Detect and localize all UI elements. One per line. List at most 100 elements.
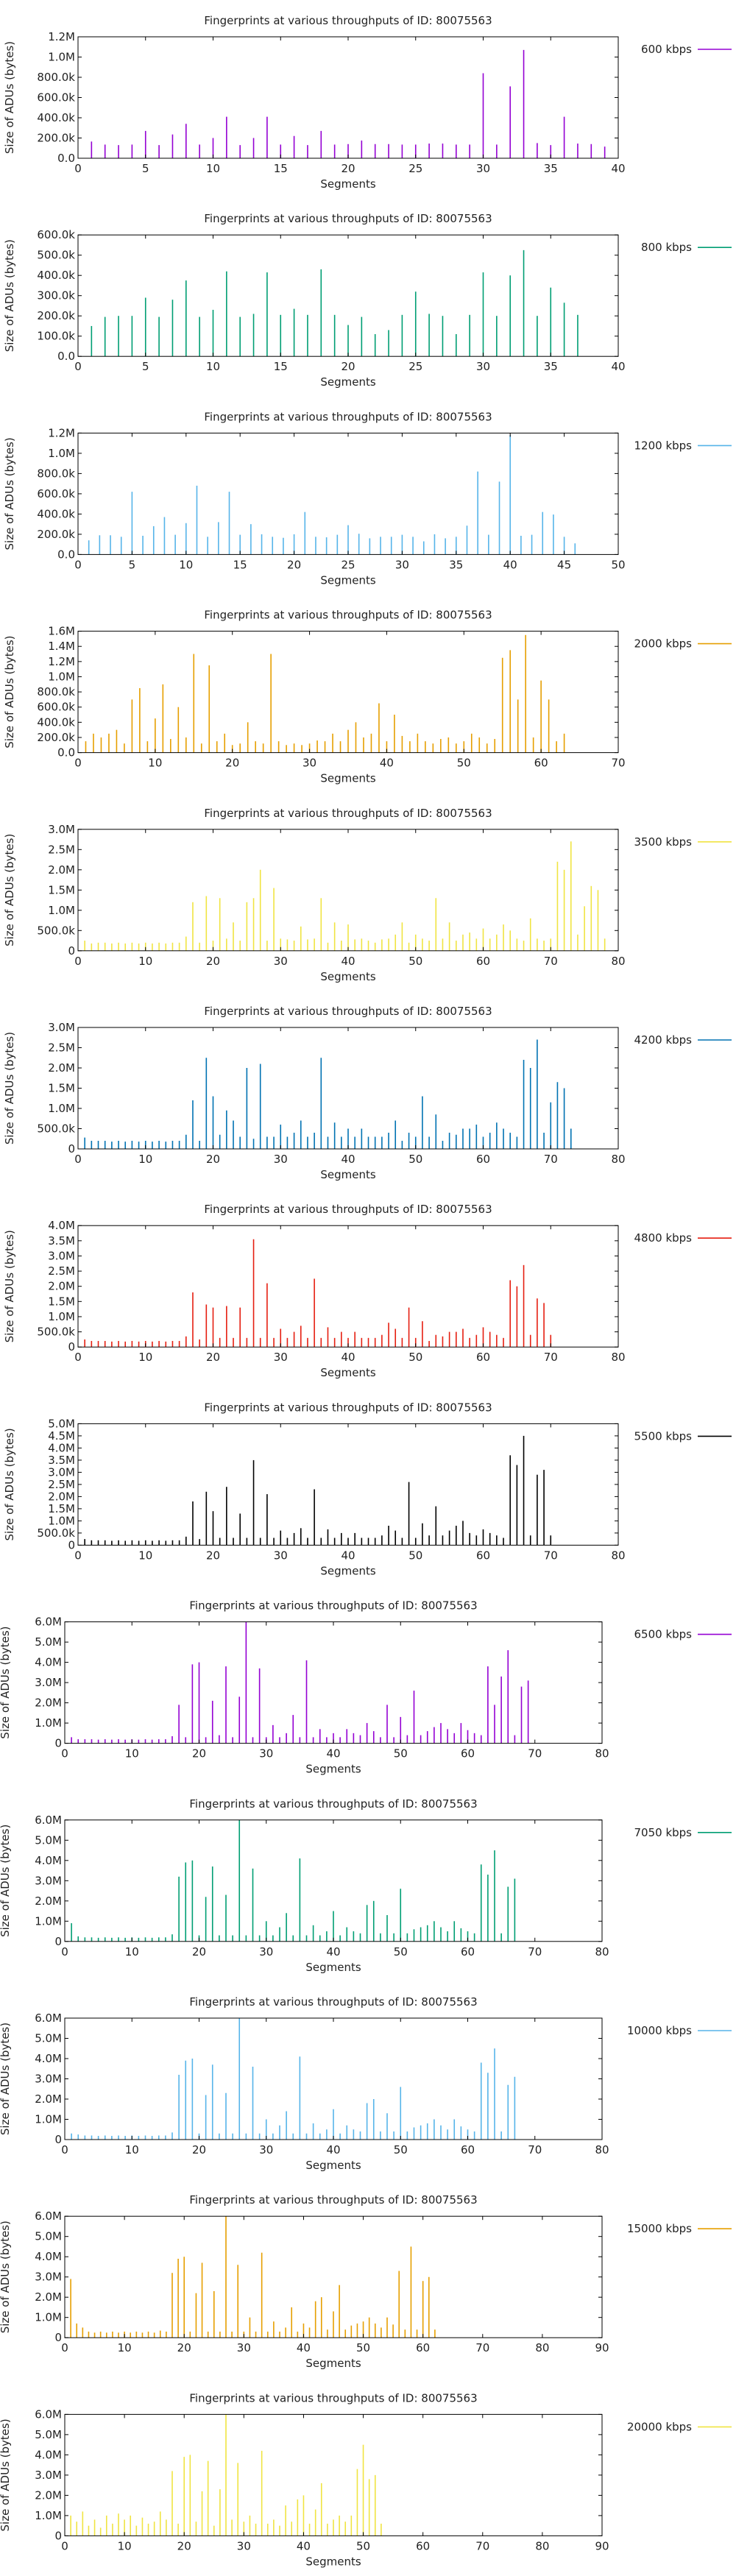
x-tick-label: 40 <box>503 558 517 571</box>
chart-title: Fingerprints at various throughputs of I… <box>204 410 492 423</box>
x-tick-label: 0 <box>74 757 82 770</box>
x-tick-label: 30 <box>274 955 288 968</box>
legend-label: 7050 kbps <box>634 1826 693 1839</box>
y-tick-label: 4.0M <box>35 2448 62 2461</box>
y-tick-label: 2.0M <box>35 2290 62 2304</box>
legend-label: 4200 kbps <box>634 1033 693 1047</box>
x-tick-label: 20 <box>341 360 355 373</box>
y-tick-label: 0 <box>54 1737 62 1750</box>
x-axis-label: Segments <box>305 1961 361 1974</box>
y-tick-label: 4.0M <box>35 1656 62 1669</box>
x-tick-label: 60 <box>476 1549 490 1562</box>
x-tick-label: 60 <box>416 2539 430 2552</box>
y-axis-label: Size of ADUs (bytes) <box>0 2221 12 2333</box>
x-tick-label: 50 <box>356 2341 370 2354</box>
y-tick-label: 300.0k <box>37 289 75 302</box>
x-tick-label: 60 <box>476 955 490 968</box>
y-tick-label: 1.0M <box>35 1914 62 1928</box>
x-tick-label: 35 <box>449 558 463 571</box>
x-tick-label: 10 <box>138 1549 152 1562</box>
x-tick-label: 10 <box>148 757 162 770</box>
y-tick-label: 800.0k <box>37 71 75 84</box>
x-tick-label: 40 <box>326 1945 340 1958</box>
x-tick-label: 50 <box>394 1747 408 1761</box>
chart-panel: Fingerprints at various throughputs of I… <box>0 1995 732 2172</box>
y-tick-label: 0 <box>54 2133 62 2146</box>
x-tick-label: 60 <box>461 2143 475 2156</box>
y-axis-label: Size of ADUs (bytes) <box>3 41 16 154</box>
y-tick-label: 5.0M <box>35 2428 62 2441</box>
x-tick-label: 80 <box>611 955 625 968</box>
x-tick-label: 30 <box>237 2539 251 2552</box>
y-tick-label: 6.0M <box>35 1616 62 1629</box>
y-tick-label: 5.0M <box>35 1635 62 1649</box>
y-axis-label: Size of ADUs (bytes) <box>0 2418 12 2531</box>
y-tick-label: 2.0M <box>48 1490 75 1503</box>
y-tick-label: 2.5M <box>48 1041 75 1055</box>
x-tick-label: 80 <box>611 1351 625 1364</box>
y-tick-label: 0.0 <box>57 152 75 165</box>
x-tick-label: 10 <box>138 955 152 968</box>
x-tick-label: 10 <box>179 558 193 571</box>
x-tick-label: 20 <box>177 2341 191 2354</box>
y-tick-label: 1.2M <box>48 426 75 439</box>
y-tick-label: 2.0M <box>35 1894 62 1908</box>
x-tick-label: 60 <box>416 2341 430 2354</box>
legend-label: 600 kbps <box>641 43 692 56</box>
y-tick-label: 2.5M <box>48 843 75 856</box>
y-tick-label: 1.0M <box>48 904 75 917</box>
y-tick-label: 4.0M <box>35 2250 62 2263</box>
y-tick-label: 5.0M <box>35 2230 62 2243</box>
y-axis-label: Size of ADUs (bytes) <box>3 834 16 946</box>
y-tick-label: 4.5M <box>48 1429 75 1443</box>
legend-label: 20000 kbps <box>627 2420 692 2433</box>
x-tick-label: 10 <box>206 162 220 175</box>
x-tick-label: 15 <box>274 360 288 373</box>
x-tick-label: 80 <box>535 2341 549 2354</box>
x-axis-label: Segments <box>320 177 376 191</box>
x-tick-label: 5 <box>142 162 149 175</box>
x-tick-label: 50 <box>394 2143 408 2156</box>
x-tick-label: 60 <box>461 1747 475 1761</box>
x-tick-label: 20 <box>192 1945 206 1958</box>
x-tick-label: 50 <box>611 558 625 571</box>
chart-title: Fingerprints at various throughputs of I… <box>204 14 492 27</box>
chart-title: Fingerprints at various throughputs of I… <box>189 1797 477 1811</box>
x-tick-label: 20 <box>206 1549 220 1562</box>
y-tick-label: 600.0k <box>37 228 75 241</box>
chart-title: Fingerprints at various throughputs of I… <box>189 1599 477 1613</box>
x-tick-label: 5 <box>129 558 136 571</box>
x-tick-label: 10 <box>118 2341 132 2354</box>
x-tick-label: 0 <box>61 2539 68 2552</box>
y-tick-label: 1.6M <box>48 625 75 638</box>
y-tick-label: 400.0k <box>37 269 75 282</box>
y-tick-label: 0.0 <box>57 746 75 760</box>
x-axis-label: Segments <box>305 2357 361 2370</box>
y-tick-label: 100.0k <box>37 330 75 343</box>
x-tick-label: 50 <box>394 1945 408 1958</box>
chart-panel: Fingerprints at various throughputs of I… <box>3 212 732 389</box>
y-axis-label: Size of ADUs (bytes) <box>3 1230 16 1342</box>
y-tick-label: 6.0M <box>35 2011 62 2025</box>
x-tick-label: 0 <box>74 955 82 968</box>
x-tick-label: 25 <box>341 558 355 571</box>
x-tick-label: 40 <box>611 360 625 373</box>
x-tick-label: 70 <box>475 2539 489 2552</box>
x-tick-label: 10 <box>125 1747 139 1761</box>
chart-title: Fingerprints at various throughputs of I… <box>189 2391 477 2405</box>
x-tick-label: 40 <box>341 1153 355 1166</box>
y-axis-label: Size of ADUs (bytes) <box>0 1627 12 1739</box>
chart-title: Fingerprints at various throughputs of I… <box>204 807 492 820</box>
chart-panel: Fingerprints at various throughputs of I… <box>0 2193 732 2370</box>
x-tick-label: 20 <box>206 1351 220 1364</box>
y-tick-label: 4.0M <box>48 1219 75 1232</box>
y-tick-label: 500.0k <box>37 1122 75 1136</box>
y-tick-label: 1.0M <box>48 1310 75 1323</box>
x-tick-label: 20 <box>206 955 220 968</box>
x-axis-label: Segments <box>305 1763 361 1776</box>
x-tick-label: 40 <box>341 955 355 968</box>
x-tick-label: 0 <box>61 1945 68 1958</box>
y-tick-label: 1.5M <box>48 1295 75 1308</box>
x-tick-label: 0 <box>74 1549 82 1562</box>
x-tick-label: 50 <box>408 1549 422 1562</box>
